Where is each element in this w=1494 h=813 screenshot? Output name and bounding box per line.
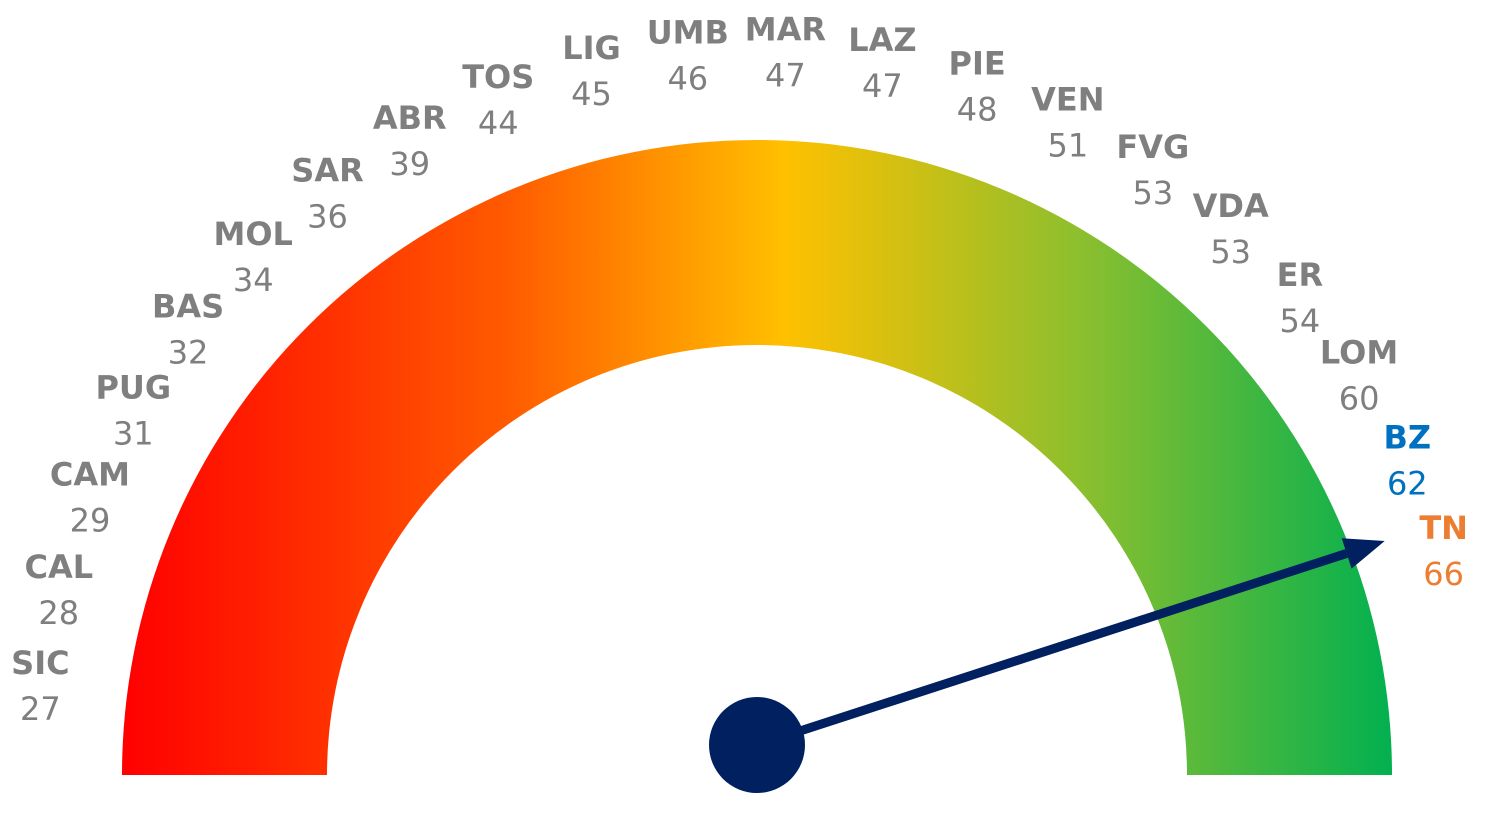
region-name: FVG [1116, 128, 1189, 166]
needle-head [1341, 538, 1385, 569]
region-value: 53 [1133, 174, 1174, 212]
gauge-arc [122, 140, 1392, 775]
region-name: VDA [1193, 187, 1269, 225]
region-value: 47 [765, 57, 806, 95]
region-value: 48 [957, 90, 998, 128]
region-value: 46 [667, 59, 708, 97]
region-name: ABR [373, 99, 447, 137]
region-name: BZ [1384, 418, 1432, 456]
region-name: PIE [949, 44, 1006, 82]
region-name: VEN [1031, 80, 1104, 118]
region-value: 62 [1387, 464, 1428, 502]
region-name: MAR [745, 11, 826, 49]
region-name: MOL [213, 215, 292, 253]
region-name: UMB [647, 13, 729, 51]
region-name: CAM [50, 456, 130, 494]
region-value: 27 [20, 690, 61, 728]
region-name: LIG [562, 29, 621, 67]
region-name: TOS [462, 58, 534, 96]
region-value: 54 [1279, 302, 1320, 340]
region-name: ER [1277, 256, 1324, 294]
region-value: 29 [70, 502, 111, 540]
region-value: 66 [1423, 555, 1464, 593]
region-value: 51 [1047, 126, 1088, 164]
region-name: SIC [11, 644, 69, 682]
needle-hub [709, 697, 805, 793]
region-value: 47 [862, 67, 903, 105]
region-name: LAZ [848, 21, 916, 59]
region-name: CAL [24, 548, 93, 586]
region-value: 44 [478, 104, 519, 142]
region-name: PUG [95, 368, 171, 406]
needle [755, 549, 1349, 750]
region-name: LOM [1320, 334, 1398, 372]
region-value: 32 [168, 333, 209, 371]
region-value: 45 [571, 75, 612, 113]
region-name: TN [1419, 509, 1468, 547]
region-value: 31 [113, 414, 154, 452]
region-name: BAS [152, 287, 224, 325]
region-value: 39 [389, 145, 430, 183]
region-name: SAR [291, 152, 363, 190]
region-value: 60 [1339, 380, 1380, 418]
region-value: 36 [307, 198, 348, 236]
region-value: 53 [1210, 233, 1251, 271]
region-value: 34 [233, 261, 274, 299]
region-value: 28 [38, 594, 79, 632]
